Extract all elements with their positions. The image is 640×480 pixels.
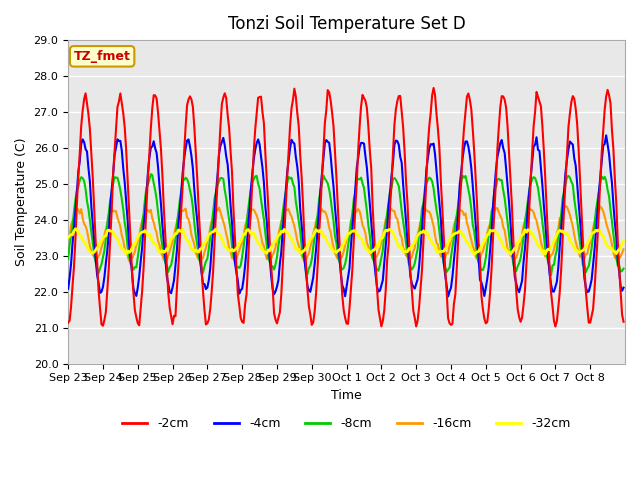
Text: TZ_fmet: TZ_fmet [74, 50, 131, 63]
X-axis label: Time: Time [332, 389, 362, 402]
Title: Tonzi Soil Temperature Set D: Tonzi Soil Temperature Set D [228, 15, 465, 33]
Y-axis label: Soil Temperature (C): Soil Temperature (C) [15, 138, 28, 266]
Legend: -2cm, -4cm, -8cm, -16cm, -32cm: -2cm, -4cm, -8cm, -16cm, -32cm [117, 412, 576, 435]
